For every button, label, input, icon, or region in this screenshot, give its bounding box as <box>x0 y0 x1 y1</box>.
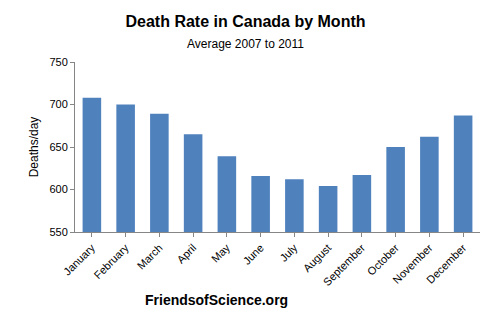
svg-text:700: 700 <box>49 98 67 110</box>
svg-text:June: June <box>241 242 266 267</box>
svg-text:October: October <box>365 241 401 277</box>
svg-text:May: May <box>209 241 233 265</box>
svg-text:600: 600 <box>49 183 67 195</box>
svg-text:July: July <box>277 241 300 264</box>
svg-text:September: September <box>321 241 368 288</box>
svg-text:February: February <box>91 241 131 281</box>
svg-text:Deaths/day: Deaths/day <box>27 117 41 178</box>
svg-text:Death Rate in Canada by Month: Death Rate in Canada by Month <box>125 13 365 30</box>
svg-text:550: 550 <box>49 226 67 238</box>
svg-text:650: 650 <box>49 141 67 153</box>
svg-text:January: January <box>61 241 98 278</box>
svg-text:FriendsofScience.org: FriendsofScience.org <box>145 292 288 308</box>
svg-text:Average 2007 to 2011: Average 2007 to 2011 <box>187 37 304 51</box>
svg-text:March: March <box>135 242 165 272</box>
svg-text:December: December <box>424 241 469 286</box>
svg-text:750: 750 <box>49 56 67 68</box>
svg-text:August: August <box>301 242 334 275</box>
svg-text:April: April <box>174 242 198 266</box>
svg-text:November: November <box>390 241 435 286</box>
